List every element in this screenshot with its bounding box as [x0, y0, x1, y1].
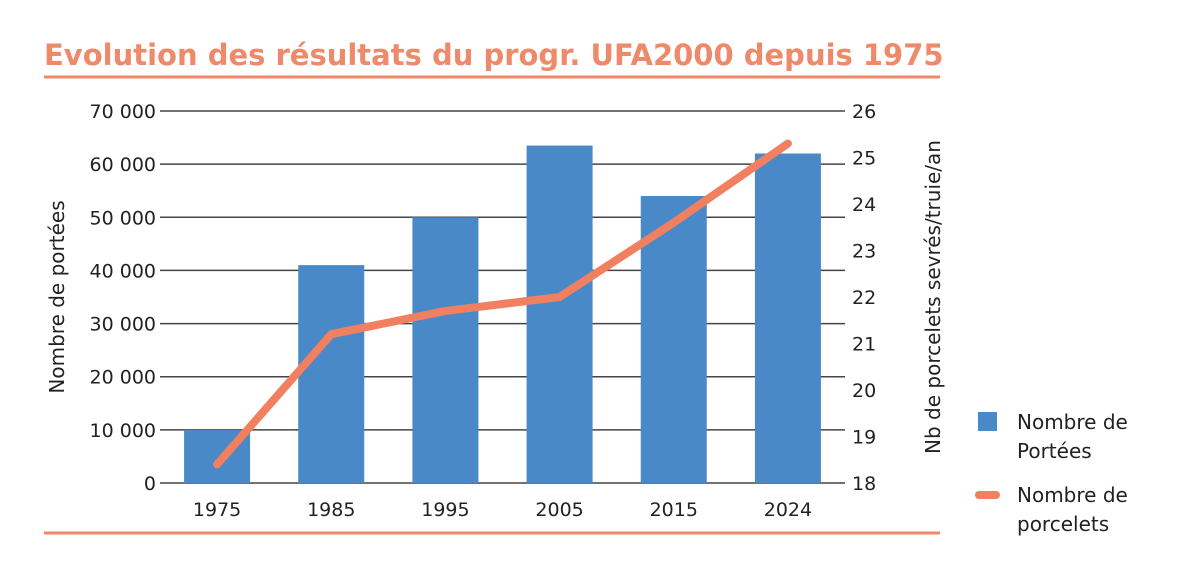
line-series	[213, 139, 792, 469]
y2-tick-label: 25	[852, 148, 876, 170]
legend-label-line: Nombre de	[1017, 483, 1128, 507]
x-tick-label: 2015	[650, 499, 698, 521]
y2-tick-label: 18	[852, 473, 876, 495]
y-axis-label: Nombre de portées	[45, 200, 69, 393]
legend-label-bar: Nombre de	[1017, 410, 1128, 434]
legend-swatch-bar	[978, 412, 997, 431]
x-tick-label: 1985	[307, 499, 355, 521]
legend-label-line: porcelets	[1017, 512, 1109, 536]
x-tick-label: 2005	[535, 499, 583, 521]
bar-2005	[526, 145, 593, 484]
y2-tick-label: 22	[852, 287, 876, 309]
y-tick-label: 0	[144, 473, 156, 495]
y2-tick-label: 26	[852, 101, 876, 123]
y-tick-label: 30 000	[90, 314, 156, 336]
x-tick-label: 2024	[764, 499, 812, 521]
legend-label-bar: Portées	[1017, 439, 1092, 463]
chart-title: Evolution des résultats du progr. UFA200…	[44, 38, 944, 72]
x-tick-label: 1975	[193, 499, 241, 521]
bar-1995	[412, 217, 479, 484]
y-tick-label: 10 000	[90, 420, 156, 442]
bar-2015	[640, 196, 707, 483]
y2-tick-label: 21	[852, 334, 876, 356]
y-tick-label: 50 000	[90, 207, 156, 229]
x-tick-label: 1995	[421, 499, 469, 521]
y2-tick-label: 24	[852, 194, 876, 216]
y2-tick-label: 20	[852, 380, 876, 402]
bar-2024	[754, 153, 821, 483]
y2-axis-label: Nb de porcelets sevrés/truie/an	[921, 140, 945, 454]
y-tick-label: 70 000	[90, 101, 156, 123]
y2-tick-label: 23	[852, 241, 876, 263]
bar-1985	[298, 265, 365, 483]
y-tick-label: 60 000	[90, 154, 156, 176]
y-tick-label: 40 000	[90, 260, 156, 282]
y-tick-label: 20 000	[90, 367, 156, 389]
y2-tick-label: 19	[852, 427, 876, 449]
